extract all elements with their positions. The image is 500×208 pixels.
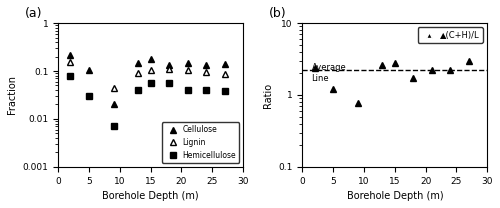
Hemicellulose bbox=[135, 89, 141, 91]
X-axis label: Borehole Depth (m): Borehole Depth (m) bbox=[102, 191, 199, 201]
Hemicellulose bbox=[166, 82, 172, 85]
Lignin bbox=[110, 86, 116, 89]
Cellulose bbox=[110, 103, 116, 106]
Hemicellulose bbox=[184, 89, 190, 91]
Line: Cellulose: Cellulose bbox=[67, 51, 228, 108]
X-axis label: Borehole Depth (m): Borehole Depth (m) bbox=[346, 191, 443, 201]
Cellulose bbox=[148, 58, 154, 60]
Cellulose bbox=[184, 62, 190, 64]
Hemicellulose bbox=[110, 125, 116, 128]
Lignin bbox=[148, 69, 154, 71]
Hemicellulose bbox=[203, 89, 209, 91]
Text: Average
Line: Average Line bbox=[312, 63, 346, 83]
Text: (a): (a) bbox=[25, 7, 42, 20]
Lignin bbox=[68, 61, 73, 63]
Cellulose bbox=[135, 62, 141, 64]
Hemicellulose bbox=[148, 82, 154, 85]
Lignin bbox=[203, 71, 209, 73]
Y-axis label: Fraction: Fraction bbox=[7, 76, 17, 114]
Cellulose bbox=[203, 63, 209, 66]
Line: Hemicellulose: Hemicellulose bbox=[68, 73, 228, 129]
Lignin bbox=[166, 68, 172, 70]
Cellulose bbox=[222, 63, 228, 65]
Hemicellulose bbox=[222, 90, 228, 92]
Lignin bbox=[135, 72, 141, 74]
Line: Lignin: Lignin bbox=[67, 58, 228, 91]
Hemicellulose bbox=[86, 95, 92, 97]
Y-axis label: Ratio: Ratio bbox=[262, 82, 272, 108]
Cellulose bbox=[68, 53, 73, 56]
Cellulose bbox=[86, 69, 92, 71]
Cellulose bbox=[166, 63, 172, 66]
Text: (b): (b) bbox=[269, 7, 286, 20]
Lignin bbox=[222, 73, 228, 76]
Hemicellulose bbox=[68, 74, 73, 77]
Lignin bbox=[184, 69, 190, 71]
Legend: Cellulose, Lignin, Hemicellulose: Cellulose, Lignin, Hemicellulose bbox=[162, 122, 239, 163]
Legend: ▲(C+H)/L: ▲(C+H)/L bbox=[418, 27, 483, 43]
